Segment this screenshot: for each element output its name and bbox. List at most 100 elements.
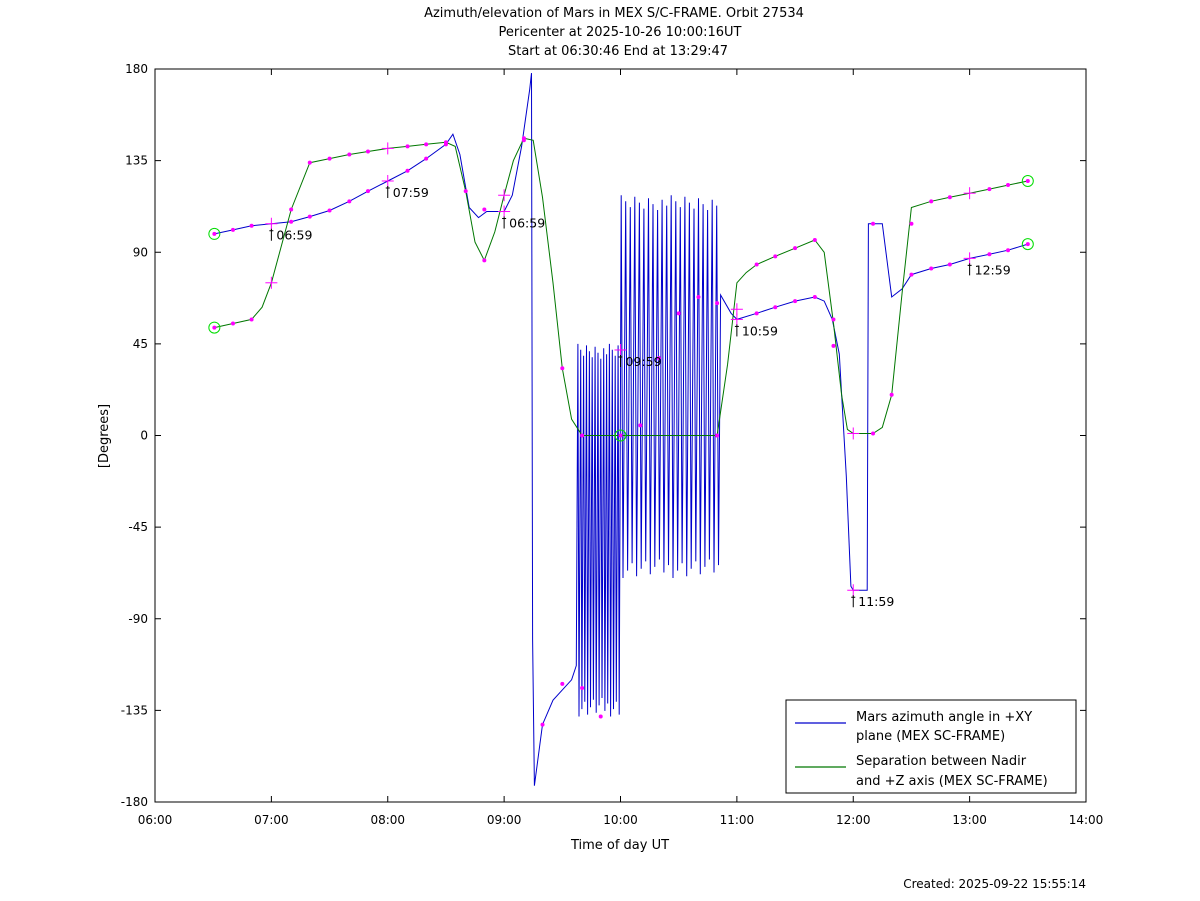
azimuth-end-point <box>1025 242 1030 247</box>
azimuth-data-point <box>289 219 294 224</box>
azimuth-data-point <box>909 272 914 277</box>
separation-data-point <box>812 238 817 243</box>
separation-data-point <box>831 343 836 348</box>
azimuth-data-point <box>638 423 643 428</box>
separation-data-point <box>482 258 487 263</box>
azimuth-data-point <box>482 207 487 212</box>
x-tick-label: 07:00 <box>254 813 289 827</box>
separation-data-point <box>365 149 370 154</box>
azimuth-data-point <box>327 208 332 213</box>
separation-data-point <box>929 199 934 204</box>
y-tick-label: 135 <box>125 154 148 168</box>
separation-data-point <box>773 254 778 259</box>
separation-data-point <box>754 262 759 267</box>
separation-end-circle <box>208 321 221 334</box>
azimuth-data-point <box>871 221 876 226</box>
separation-data-point <box>230 321 235 326</box>
y-tick-label: -135 <box>121 703 148 717</box>
plot-area: 06:59 07:59 06:59 09:59 10:59 11:59 12:59 <box>208 73 1034 786</box>
x-tick-label: 13:00 <box>952 813 987 827</box>
y-axis-label: [Degrees] <box>97 404 112 468</box>
separation-data-point <box>1006 183 1011 188</box>
chart-subtitle-start-end: Start at 06:30:46 End at 13:29:47 <box>508 44 728 59</box>
azimuth-end-point <box>212 231 217 236</box>
azimuth-data-point <box>812 295 817 300</box>
separation-data-point <box>521 136 526 141</box>
legend-box <box>785 699 1077 794</box>
legend-label-separation-2: and +Z axis (MEX SC-FRAME) <box>856 774 1048 789</box>
separation-data-point <box>327 156 332 161</box>
x-tick-label: 10:00 <box>603 813 638 827</box>
azimuth-data-point <box>831 317 836 322</box>
separation-data-point <box>289 207 294 212</box>
azimuth-data-point <box>1006 248 1011 253</box>
y-tick-label: 90 <box>133 245 148 259</box>
time-annotation: 06:59 <box>276 228 312 243</box>
azimuth-end-circle <box>1021 238 1034 251</box>
azimuth-data-point <box>773 305 778 310</box>
azimuth-data-point <box>715 301 720 306</box>
azimuth-data-point <box>405 168 410 173</box>
azimuth-data-point <box>249 223 254 228</box>
y-tick-label: 0 <box>140 429 148 443</box>
legend-label-azimuth-2: plane (MEX SC-FRAME) <box>856 729 1005 744</box>
x-tick-label: 06:00 <box>138 813 173 827</box>
azimuth-data-point <box>754 311 759 316</box>
azimuth-data-point <box>598 714 603 719</box>
axes: 06:00 07:00 08:00 09:00 10:00 11:00 12:00 13:00… <box>121 62 1104 827</box>
azimuth-data-point <box>793 299 798 304</box>
time-annotation: 06:59 <box>509 216 545 231</box>
time-annotation: 11:59 <box>858 594 894 609</box>
time-annotation: 07:59 <box>393 185 429 200</box>
y-tick-label: 180 <box>125 62 148 76</box>
azimuth-data-point <box>676 311 681 316</box>
azimuth-data-point <box>424 156 429 161</box>
x-tick-label: 11:00 <box>720 813 755 827</box>
azimuth-data-point <box>347 199 352 204</box>
azimuth-data-point <box>540 722 545 727</box>
legend: Mars azimuth angle in +XY plane (MEX SC-… <box>785 699 1077 794</box>
separation-end-point <box>212 325 217 330</box>
separation-series-line <box>214 137 1028 436</box>
legend-label-separation-1: Separation between Nadir <box>856 754 1027 769</box>
azimuth-data-point <box>307 214 312 219</box>
time-annotation: 10:59 <box>742 323 778 338</box>
separation-data-point <box>347 152 352 157</box>
azimuth-data-point <box>560 681 565 686</box>
y-tick-label: 45 <box>133 337 148 351</box>
created-timestamp: Created: 2025-09-22 15:55:14 <box>903 877 1086 891</box>
separation-data-point <box>249 317 254 322</box>
separation-data-point <box>793 246 798 251</box>
separation-end-circle <box>1021 174 1034 187</box>
separation-end-point <box>618 433 623 438</box>
azimuth-data-point <box>365 189 370 194</box>
x-axis-label: Time of day UT <box>570 838 669 853</box>
separation-data-point <box>871 431 876 436</box>
separation-data-point <box>307 160 312 165</box>
separation-end-point <box>1025 178 1030 183</box>
x-tick-label: 08:00 <box>370 813 405 827</box>
azimuth-data-point <box>947 262 952 267</box>
separation-end-circle <box>614 429 627 442</box>
separation-data-point <box>560 366 565 371</box>
chart-title: Azimuth/elevation of Mars in MEX S/C-FRA… <box>424 6 804 21</box>
separation-data-point <box>987 187 992 192</box>
separation-data-point <box>715 433 720 438</box>
y-tick-label: -90 <box>128 612 148 626</box>
y-tick-label: -45 <box>128 520 148 534</box>
chart-subtitle-pericenter: Pericenter at 2025-10-26 10:00:16UT <box>498 25 741 40</box>
azimuth-data-point <box>580 685 585 690</box>
separation-data-point <box>889 392 894 397</box>
separation-data-point <box>947 195 952 200</box>
time-annotation: 12:59 <box>975 262 1011 277</box>
x-tick-label: 09:00 <box>487 813 522 827</box>
separation-data-point <box>405 144 410 149</box>
azimuth-data-point <box>463 189 468 194</box>
azimuth-series-line <box>214 73 1028 786</box>
separation-data-point <box>443 140 448 145</box>
separation-data-point <box>909 221 914 226</box>
separation-data-point <box>580 433 585 438</box>
azimuth-data-point <box>696 295 701 300</box>
azimuth-data-point <box>230 227 235 232</box>
